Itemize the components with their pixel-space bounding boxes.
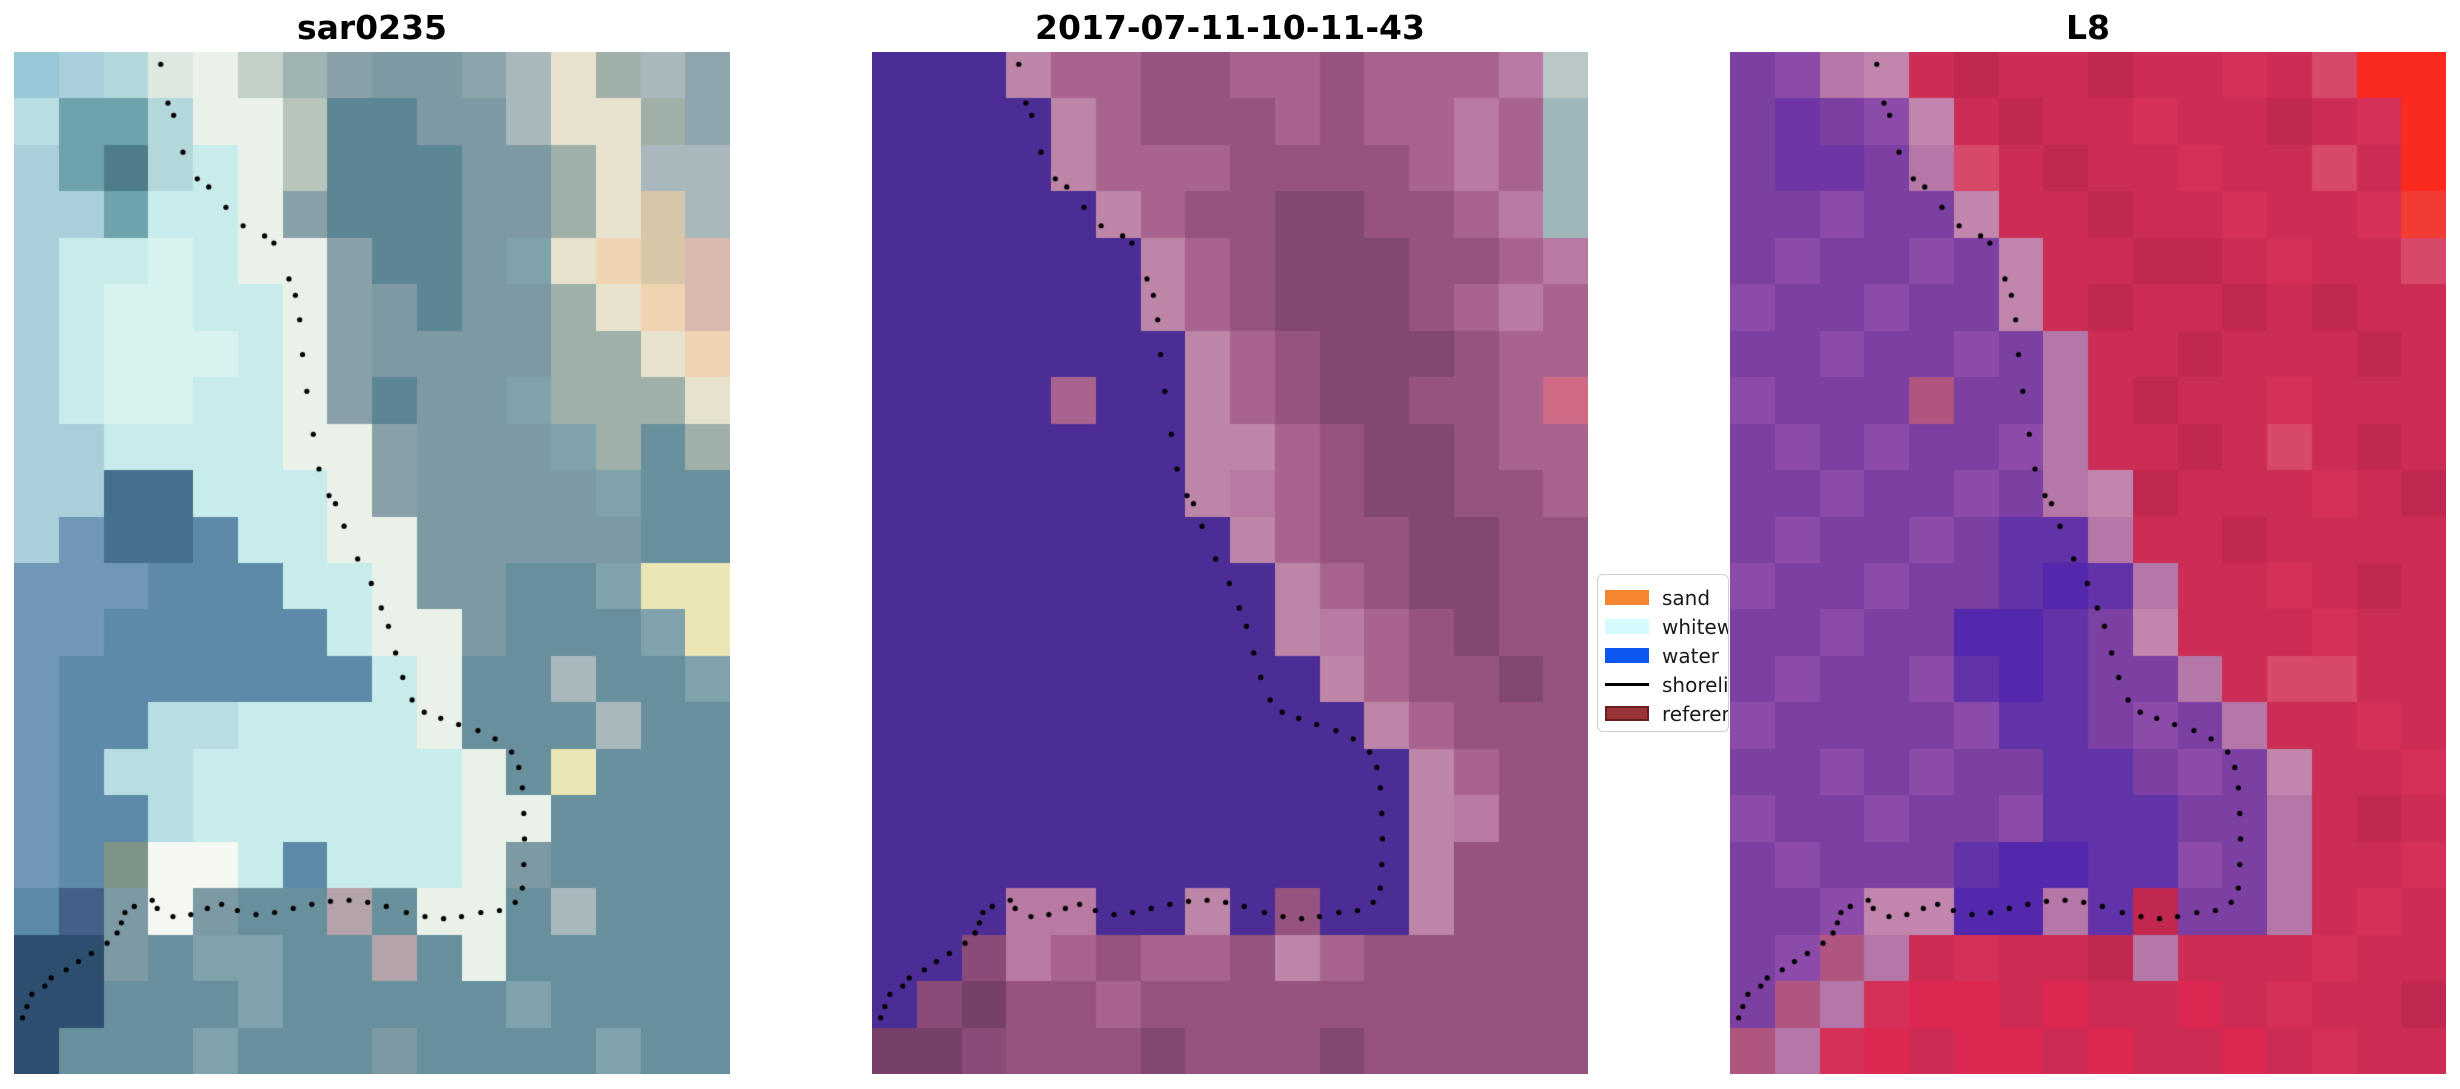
legend-entry-sand: sand [1605, 583, 1728, 612]
legend-label-shoreli: shoreli [1662, 672, 1729, 697]
panel-l8 [1730, 52, 2446, 1074]
legend-swatch-water [1605, 648, 1649, 663]
satellite-image-sar0235 [14, 52, 730, 1074]
legend-swatch-referen [1605, 706, 1649, 721]
legend-label-referen: referen [1662, 701, 1729, 726]
legend-label-sand: sand [1662, 585, 1711, 610]
legend-entry-referen: referen [1605, 699, 1728, 728]
panel-title-sar0235: sar0235 [296, 8, 448, 47]
satellite-image-classified [872, 52, 1588, 1074]
legend: sand whitew water shoreli referen [1597, 574, 1729, 732]
legend-label-whitew: whitew [1662, 614, 1729, 639]
legend-swatch-whitew [1605, 619, 1649, 634]
legend-swatch-sand [1605, 590, 1649, 605]
legend-entry-whitew: whitew [1605, 612, 1728, 641]
legend-swatch-shoreli [1605, 683, 1649, 686]
panel-sar0235 [14, 52, 730, 1074]
satellite-image-l8 [1730, 52, 2446, 1074]
legend-label-water: water [1662, 643, 1719, 668]
panel-title-l8: L8 [2066, 8, 2110, 47]
legend-entry-water: water [1605, 641, 1728, 670]
panel-classified-date [872, 52, 1588, 1074]
panel-title-date: 2017-07-11-10-11-43 [1035, 8, 1425, 47]
legend-entry-shoreli: shoreli [1605, 670, 1728, 699]
